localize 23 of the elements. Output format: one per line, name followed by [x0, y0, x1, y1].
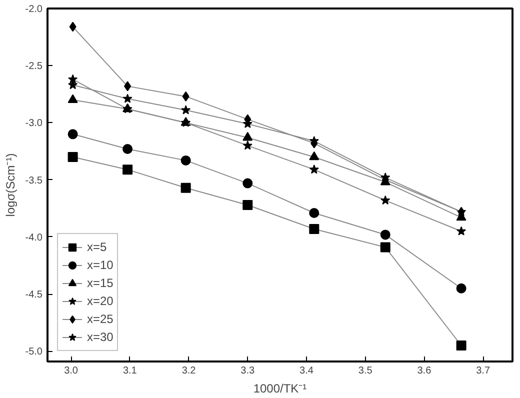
y-tick-label: -5.0: [25, 346, 43, 358]
x-tick-label: 3.4: [300, 366, 314, 376]
y-tick-label: -3.5: [25, 175, 43, 186]
legend-label: x=25: [87, 311, 114, 328]
legend-label: x=10: [87, 257, 114, 274]
legend-label: x=20: [87, 293, 114, 310]
y-tick-label: -4.5: [25, 290, 43, 301]
y-tick-label: -2.0: [25, 4, 43, 15]
y-axis-title: logσ(Scm⁻¹): [3, 153, 18, 217]
legend-label: x=30: [87, 329, 114, 346]
x-tick-label: 3.7: [476, 366, 490, 376]
x-tick-label: 3.6: [417, 366, 432, 376]
y-tick-label: -4.0: [25, 232, 43, 244]
x-tick-label: 3.5: [358, 366, 373, 376]
x-tick-label: 3.2: [182, 366, 196, 376]
y-tick-label: -2.5: [25, 61, 43, 72]
x-tick-label: 3.1: [122, 366, 138, 376]
x-tick-label: 3.0: [64, 366, 78, 376]
x-axis-title: 1000/TK⁻¹: [253, 382, 307, 396]
y-tick-label: -3.0: [25, 118, 43, 130]
legend-label: x=15: [87, 275, 114, 292]
legend-label: x=5: [87, 239, 107, 256]
x-tick-label: 3.3: [240, 366, 256, 376]
